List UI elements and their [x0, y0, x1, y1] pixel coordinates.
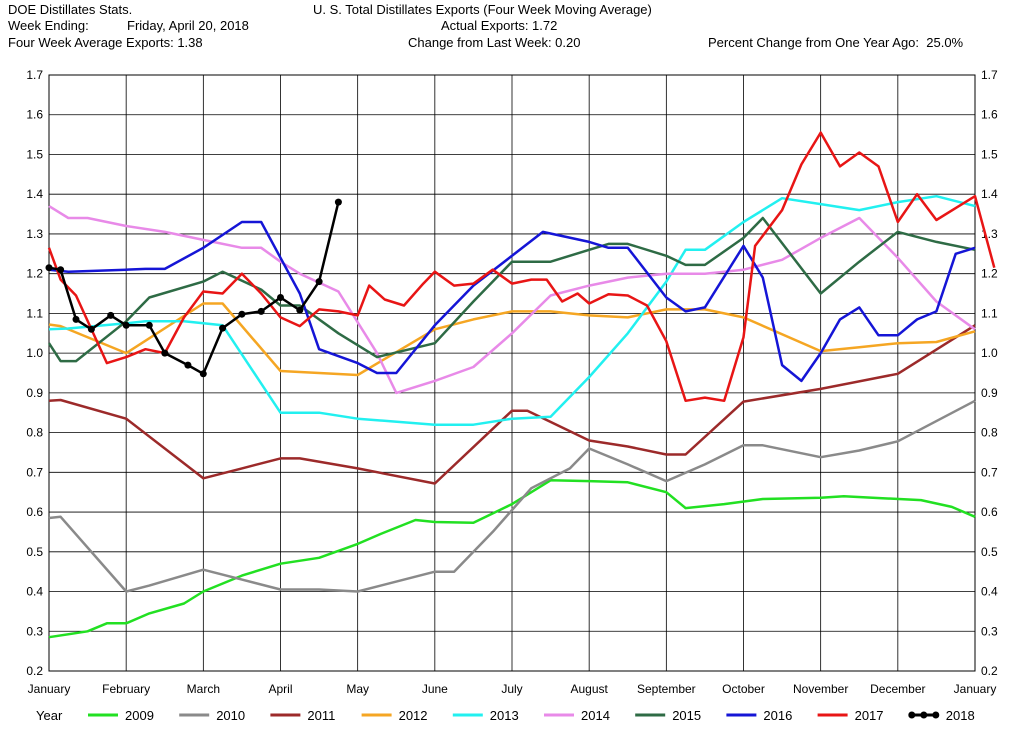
y-tick-label-left: 1.4 [26, 187, 43, 201]
y-tick-label-left: 1.1 [26, 306, 43, 320]
legend-label-2018: 2018 [946, 708, 975, 723]
legend-label-2013: 2013 [490, 708, 519, 723]
legend-label-2016: 2016 [763, 708, 792, 723]
y-tick-label-right: 0.2 [981, 664, 998, 678]
data-point-2018 [238, 310, 246, 318]
data-point-2018 [199, 370, 207, 378]
y-tick-label-left: 1.5 [26, 147, 43, 161]
legend-label-2010: 2010 [216, 708, 245, 723]
y-tick-label-left: 0.8 [26, 426, 43, 440]
legend-marker-2018 [908, 711, 916, 719]
data-point-2018 [315, 278, 323, 286]
data-point-2018 [122, 321, 130, 329]
series-line-2017 [47, 131, 996, 403]
data-point-2018 [87, 325, 95, 333]
y-tick-label-left: 1.2 [26, 267, 43, 281]
legend-label-2009: 2009 [125, 708, 154, 723]
y-tick-label-right: 0.5 [981, 545, 998, 559]
data-point-2018 [184, 361, 192, 369]
data-point-2018 [334, 198, 342, 206]
actual-exports: Actual Exports: 1.72 [441, 18, 558, 33]
y-tick-label-right: 0.3 [981, 624, 998, 638]
data-point-2018 [161, 349, 169, 357]
data-point-2018 [277, 294, 284, 301]
percent-change-one-year: Percent Change from One Year Ago: 25.0% [708, 35, 964, 50]
y-tick-label-right: 0.8 [981, 426, 998, 440]
series-line-2009 [48, 479, 976, 639]
x-tick-label: January [954, 682, 997, 696]
y-tick-label-right: 0.4 [981, 585, 998, 599]
data-point-2018 [296, 306, 304, 314]
y-tick-label-left: 1.7 [26, 68, 43, 82]
data-point-2018 [145, 321, 153, 329]
data-point-2018 [107, 311, 115, 319]
y-tick-label-left: 0.4 [26, 585, 43, 599]
y-tick-label-left: 1.3 [26, 227, 43, 241]
y-tick-label-right: 1.2 [981, 267, 998, 281]
legend-title: Year [36, 708, 63, 723]
legend-marker-2018 [932, 711, 940, 719]
y-tick-label-right: 0.9 [981, 386, 998, 400]
x-tick-label: August [570, 682, 608, 696]
chart-grid [48, 74, 976, 672]
series-line-2014 [48, 205, 976, 395]
x-tick-label: October [722, 682, 765, 696]
y-tick-label-left: 1.0 [26, 346, 43, 360]
series-line-2012 [48, 302, 976, 377]
data-point-2018 [72, 315, 80, 323]
chart-legend: Year 2009 2010 2011 2012 2013 2014 2015 2016 2017… [36, 708, 975, 723]
series-line-2016 [48, 220, 976, 383]
x-tick-label: July [501, 682, 522, 696]
data-point-2018 [57, 266, 65, 274]
legend-label-2017: 2017 [855, 708, 884, 723]
y-tick-label-right: 1.1 [981, 306, 998, 320]
y-tick-label-left: 1.6 [26, 108, 43, 122]
y-tick-label-right: 0.7 [981, 465, 998, 479]
x-tick-label: November [793, 682, 848, 696]
chart-axes: 0.2 0.2 0.3 0.3 0.4 0.4 0.5 0.5 0.6 0.6 0.7 0.7 0.8 0… [26, 68, 998, 696]
x-tick-label: April [268, 682, 292, 696]
week-ending-label: Week Ending: [8, 18, 89, 33]
data-point-2018 [219, 324, 227, 332]
data-point-2018 [257, 307, 265, 315]
change-from-last-week: Change from Last Week: 0.20 [408, 35, 581, 50]
series-line-2011 [48, 324, 976, 485]
x-tick-label: February [102, 682, 150, 696]
legend-label-2015: 2015 [672, 708, 701, 723]
y-tick-label-right: 0.6 [981, 505, 998, 519]
x-tick-label: June [422, 682, 448, 696]
series-line-2010 [48, 399, 976, 593]
four-week-average: Four Week Average Exports: 1.38 [8, 35, 203, 50]
legend-label-2011: 2011 [307, 708, 335, 723]
y-tick-label-right: 1.6 [981, 108, 998, 122]
y-tick-label-right: 1.5 [981, 147, 998, 161]
y-tick-label-right: 1.0 [981, 346, 998, 360]
x-tick-label: December [870, 682, 925, 696]
y-tick-label-left: 0.2 [26, 664, 43, 678]
x-tick-label: March [187, 682, 220, 696]
y-tick-label-right: 1.7 [981, 68, 998, 82]
legend-marker-2018 [920, 711, 928, 719]
data-point-2018 [45, 264, 53, 272]
y-tick-label-left: 0.7 [26, 465, 43, 479]
legend-label-2014: 2014 [581, 708, 610, 723]
x-tick-label: September [637, 682, 696, 696]
week-ending-value: Friday, April 20, 2018 [127, 18, 249, 33]
y-tick-label-left: 0.3 [26, 624, 43, 638]
chart-series [45, 131, 996, 639]
y-tick-label-left: 0.6 [26, 505, 43, 519]
legend-label-2012: 2012 [399, 708, 428, 723]
x-tick-label: January [28, 682, 71, 696]
series-line-2015 [47, 216, 976, 363]
x-tick-label: May [346, 682, 369, 696]
source-label: DOE Distillates Stats. [8, 2, 133, 17]
y-tick-label-left: 0.9 [26, 386, 43, 400]
y-tick-label-right: 1.4 [981, 187, 998, 201]
chart-title: U. S. Total Distillates Exports (Four We… [313, 2, 652, 17]
series-line-2013 [48, 194, 976, 426]
y-tick-label-left: 0.5 [26, 545, 43, 559]
